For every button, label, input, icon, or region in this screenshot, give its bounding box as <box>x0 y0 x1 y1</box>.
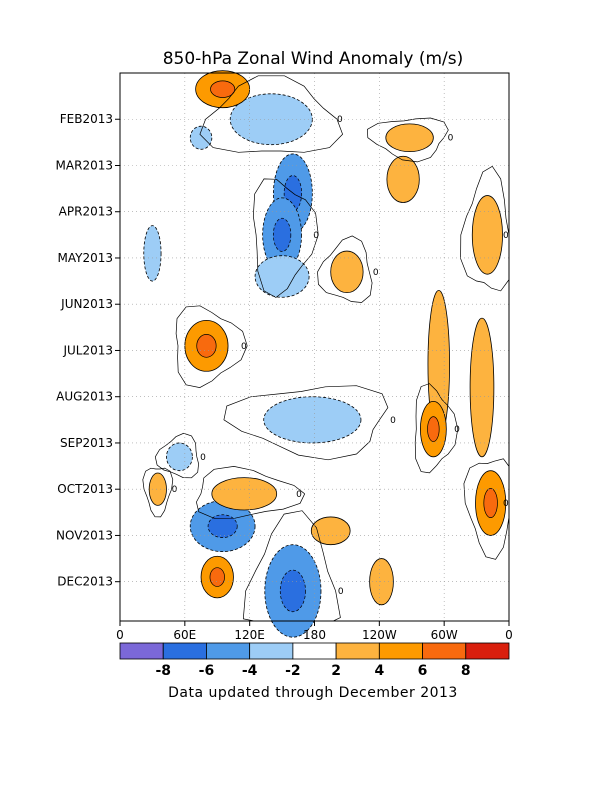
anomaly-region <box>471 195 503 275</box>
contour-label: 0 <box>390 416 396 426</box>
x-tick-label: 0 <box>116 628 124 642</box>
colorbar: -8 -6 -4 -2 2 4 6 8 <box>119 642 510 679</box>
contour-label: 0 <box>503 231 509 241</box>
colorbar-swatch <box>422 642 467 660</box>
x-tick-label: 120E <box>234 628 265 642</box>
y-tick-label: DEC2013 <box>57 575 113 589</box>
contour-label: 0 <box>338 587 344 597</box>
anomaly-region <box>330 250 364 294</box>
anomaly-layer <box>143 70 507 638</box>
colorbar-swatch <box>378 642 423 660</box>
y-tick-label: APR2013 <box>59 205 113 219</box>
colorbar-swatch <box>162 642 207 660</box>
zero-contour <box>175 305 248 388</box>
colorbar-label: -4 <box>242 663 258 679</box>
y-tick-label: FEB2013 <box>60 112 113 126</box>
y-tick-label: AUG2013 <box>56 390 113 404</box>
zero-contour <box>317 235 373 303</box>
colorbar-swatch <box>206 642 251 660</box>
colorbar-label: -2 <box>285 663 301 679</box>
contour-label: 0 <box>454 425 460 435</box>
anomaly-region <box>254 255 310 298</box>
colorbar-swatch <box>119 642 164 660</box>
zero-contour <box>367 117 449 163</box>
anomaly-core <box>272 217 292 252</box>
x-tick-label: 180 <box>303 628 326 642</box>
x-tick-label: 60W <box>431 628 458 642</box>
contour-label: 0 <box>373 268 379 278</box>
contour-label: 0 <box>448 134 454 144</box>
y-tick-label: OCT2013 <box>57 482 113 496</box>
contour-label: 0 <box>200 453 206 463</box>
colorbar-label: 2 <box>331 663 341 679</box>
zero-contour <box>154 432 199 479</box>
anomaly-core <box>196 334 217 358</box>
contour-label: 0 <box>241 342 247 352</box>
colorbar-swatch <box>335 642 380 660</box>
zero-contour <box>252 178 319 298</box>
grid-layer <box>120 73 509 621</box>
colorbar-label: -8 <box>155 663 171 679</box>
colorbar-swatch <box>465 642 510 660</box>
y-axis: FEB2013 MAR2013 APR2013 MAY2013 JUN2013 JUL20… <box>56 112 120 589</box>
anomaly-region <box>189 125 213 150</box>
update-footer: Data updated through December 2013 <box>168 685 458 701</box>
anomaly-region <box>469 317 495 458</box>
anomaly-core <box>207 514 238 538</box>
contour-label: 0 <box>313 231 319 241</box>
x-axis: 0 60E 120E 180 120W 60W 0 <box>116 621 513 642</box>
anomaly-core <box>483 488 498 518</box>
anomaly-region <box>148 472 167 506</box>
y-tick-label: JUN2013 <box>60 297 113 311</box>
x-tick-label: 0 <box>505 628 513 642</box>
zero-contour <box>463 458 510 560</box>
zero-contour <box>199 75 344 153</box>
anomaly-region <box>386 155 420 203</box>
anomaly-core <box>210 80 236 98</box>
anomaly-core <box>209 567 225 587</box>
contour-layer: 0 0 0 0 0 0 0 0 0 0 0 0 0 <box>142 75 510 622</box>
anomaly-region <box>310 516 351 546</box>
anomaly-region <box>369 558 394 606</box>
anomaly-region <box>143 225 162 282</box>
y-tick-label: NOV2013 <box>56 528 113 542</box>
x-tick-label: 60E <box>173 628 196 642</box>
y-tick-label: MAR2013 <box>56 158 113 172</box>
colorbar-swatch <box>292 642 337 660</box>
contour-label: 0 <box>296 490 302 500</box>
colorbar-label: 6 <box>418 663 428 679</box>
zero-contour <box>414 383 459 474</box>
colorbar-label: 4 <box>374 663 384 679</box>
anomaly-region <box>211 477 278 511</box>
anomaly-region <box>166 442 193 472</box>
contour-label: 0 <box>503 499 509 509</box>
zero-contour <box>223 385 389 461</box>
plot-area: 0 0 0 0 0 0 0 0 0 0 0 0 0 <box>119 70 510 638</box>
colorbar-label: 8 <box>461 663 471 679</box>
y-tick-label: JUL2013 <box>62 343 113 357</box>
anomaly-region <box>263 396 362 444</box>
contour-label: 0 <box>172 485 178 495</box>
anomaly-core <box>279 569 306 613</box>
y-tick-label: MAY2013 <box>58 251 114 265</box>
anomaly-region <box>385 123 434 153</box>
zero-contour <box>460 165 510 292</box>
zero-contour <box>196 466 306 519</box>
anomaly-core <box>427 416 440 442</box>
y-tick-label: SEP2013 <box>60 436 113 450</box>
colorbar-label: -6 <box>199 663 215 679</box>
colorbar-swatch <box>249 642 294 660</box>
contour-label: 0 <box>337 115 343 125</box>
x-tick-label: 120W <box>362 628 397 642</box>
chart-title: 850-hPa Zonal Wind Anomaly (m/s) <box>163 49 464 69</box>
